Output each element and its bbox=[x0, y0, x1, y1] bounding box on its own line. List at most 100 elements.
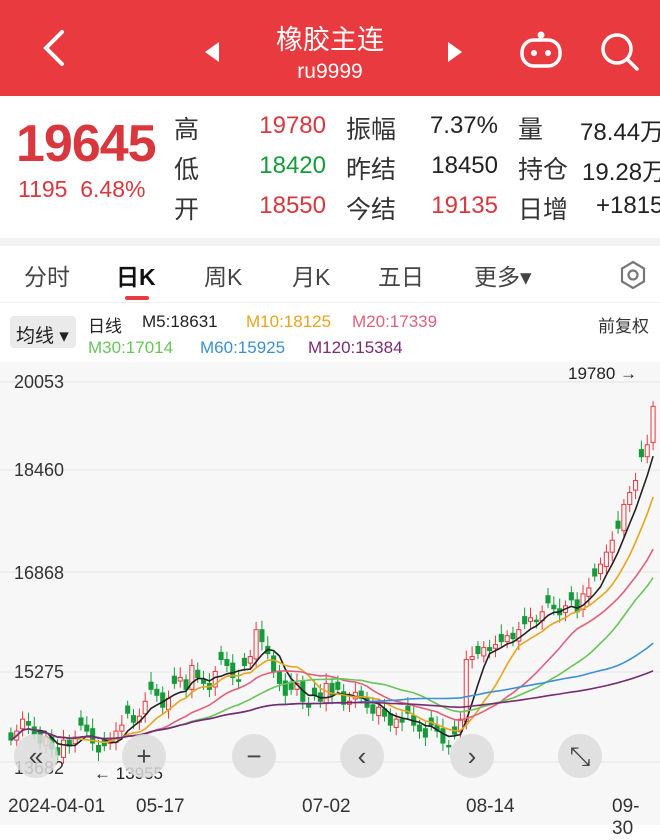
candle bbox=[516, 629, 522, 642]
x-tick-label: 05-17 bbox=[136, 796, 185, 817]
value-high: 19780 bbox=[259, 112, 326, 139]
candle bbox=[633, 480, 639, 491]
back-arrow-icon[interactable] bbox=[34, 26, 78, 70]
tab-intraday[interactable]: 分时 bbox=[24, 264, 70, 290]
candle bbox=[533, 619, 539, 623]
ma-m60: M60:15925 bbox=[200, 338, 286, 357]
candle bbox=[627, 492, 633, 505]
ma-selector[interactable]: 均线 ▾ bbox=[10, 316, 76, 348]
ma-selector-label: 均线 ▾ bbox=[16, 326, 69, 347]
candle bbox=[393, 718, 399, 729]
candle bbox=[574, 599, 580, 613]
candle bbox=[510, 632, 516, 640]
candle bbox=[142, 700, 148, 715]
divider bbox=[0, 238, 660, 246]
candle bbox=[440, 728, 446, 744]
x-tick-label: 09-30 bbox=[612, 796, 640, 839]
scroll-left-button[interactable]: « bbox=[14, 734, 58, 778]
tab-weekly-k[interactable]: 周K bbox=[204, 264, 243, 290]
candle bbox=[551, 604, 557, 610]
kline-chart[interactable] bbox=[0, 362, 660, 825]
ma-m120: M120:15384 bbox=[308, 338, 403, 357]
ma10-line bbox=[10, 496, 654, 744]
ma30-line bbox=[10, 577, 654, 741]
zoom-out-button[interactable]: − bbox=[232, 734, 276, 778]
candle bbox=[95, 744, 102, 753]
pan-right-button[interactable]: › bbox=[450, 734, 494, 778]
candle bbox=[592, 568, 598, 577]
label-high: 高 bbox=[174, 116, 200, 144]
candle bbox=[323, 682, 329, 705]
settings-icon[interactable] bbox=[618, 260, 648, 290]
high-marker-value: 19780 bbox=[568, 364, 616, 383]
candle bbox=[60, 739, 67, 758]
candle bbox=[644, 444, 650, 458]
candle bbox=[335, 681, 341, 690]
candle bbox=[358, 690, 364, 699]
ma120-line bbox=[10, 670, 654, 741]
candle bbox=[78, 717, 84, 726]
candle bbox=[253, 629, 259, 660]
page-title: 橡胶主连 bbox=[276, 25, 384, 55]
high-marker-label: 19780 → bbox=[568, 364, 638, 383]
pan-left-button[interactable]: ‹ bbox=[340, 734, 384, 778]
candle bbox=[475, 645, 481, 655]
value-prev-settle: 18450 bbox=[431, 152, 498, 179]
candle bbox=[603, 551, 609, 567]
label-open-interest: 持仓 bbox=[518, 156, 569, 184]
candle bbox=[586, 587, 592, 597]
price-adjust-mode[interactable]: 前复权 bbox=[598, 317, 649, 336]
candle bbox=[417, 724, 423, 732]
candle bbox=[487, 647, 493, 652]
label-amplitude: 振幅 bbox=[346, 116, 397, 144]
change-value: 1195 bbox=[18, 176, 68, 202]
tab-five-day[interactable]: 五日 bbox=[378, 264, 424, 290]
previous-contract-icon[interactable] bbox=[205, 42, 219, 62]
candle bbox=[201, 679, 207, 684]
y-tick-label: 16868 bbox=[14, 563, 65, 583]
label-volume: 量 bbox=[518, 116, 544, 144]
candle bbox=[545, 595, 551, 604]
candle bbox=[171, 675, 177, 684]
next-contract-icon[interactable] bbox=[448, 42, 462, 62]
robot-assistant-icon[interactable] bbox=[518, 30, 564, 70]
candle bbox=[195, 669, 201, 678]
candle bbox=[241, 657, 247, 666]
x-tick-label: 07-02 bbox=[302, 796, 351, 817]
candle bbox=[376, 706, 382, 717]
candle bbox=[650, 405, 656, 443]
candle bbox=[621, 503, 627, 532]
fullscreen-button[interactable]: ⤡ bbox=[558, 734, 602, 778]
value-open: 18550 bbox=[259, 192, 326, 219]
candle bbox=[20, 718, 26, 730]
candle bbox=[25, 721, 31, 726]
candle bbox=[84, 724, 90, 732]
candle bbox=[370, 704, 376, 714]
candle bbox=[329, 682, 335, 696]
tab-monthly-k[interactable]: 月K bbox=[292, 264, 331, 290]
tab-more[interactable]: 更多▾ bbox=[474, 264, 532, 290]
zoom-in-button[interactable]: + bbox=[122, 734, 166, 778]
active-tab-indicator bbox=[125, 296, 149, 300]
candle bbox=[154, 688, 160, 696]
x-tick-label: 08-14 bbox=[466, 796, 515, 817]
candle bbox=[130, 715, 137, 723]
ma5-line bbox=[10, 455, 654, 747]
last-price: 19645 bbox=[16, 115, 157, 173]
kline-svg[interactable] bbox=[0, 362, 660, 825]
top-bar: 橡胶主连 ru9999 bbox=[0, 0, 660, 96]
candle bbox=[183, 679, 189, 690]
label-prev-settle: 昨结 bbox=[346, 156, 397, 184]
x-tick-label: 2024-04-01 bbox=[8, 796, 106, 817]
value-volume: 78.44万 bbox=[580, 119, 660, 146]
tab-daily-k[interactable]: 日K bbox=[116, 264, 156, 290]
label-daily-change: 日增 bbox=[518, 196, 569, 224]
search-icon[interactable] bbox=[598, 30, 640, 72]
candle bbox=[615, 520, 621, 529]
candle bbox=[481, 647, 487, 657]
candle bbox=[405, 705, 411, 714]
candle bbox=[72, 736, 78, 745]
candle bbox=[271, 655, 277, 672]
candle bbox=[177, 676, 183, 682]
candle bbox=[387, 713, 393, 726]
